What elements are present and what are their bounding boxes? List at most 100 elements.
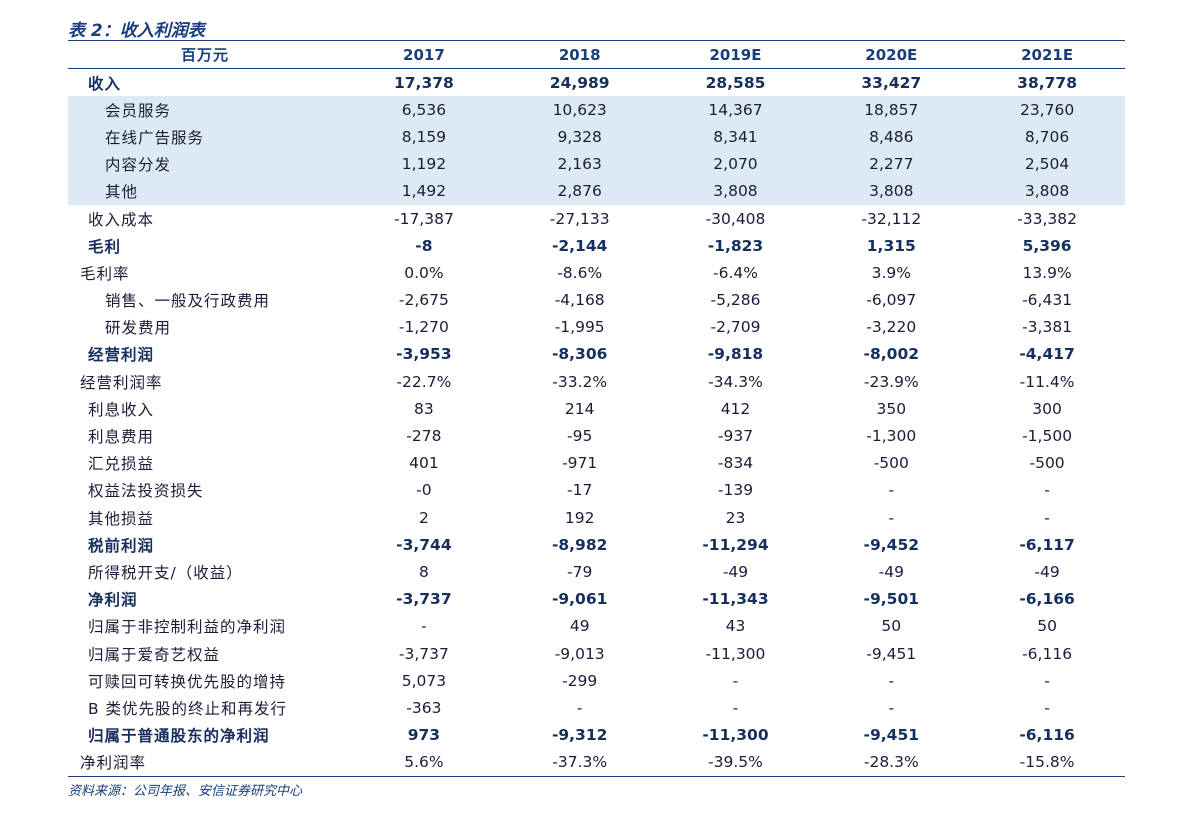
cell-value: - [1044,508,1050,527]
cell-value: -37.3% [552,753,608,772]
cell-value: -3,744 [396,535,452,554]
cell-value: 24,989 [549,73,610,92]
cell-value: - [732,671,739,690]
cell-value: 50 [1037,617,1057,636]
cell-value: -49 [1034,562,1060,581]
row-label: 汇兑损益 [88,455,155,474]
cell-value: -9,312 [551,726,608,745]
header-row: 百万元 2017 2018 2019E 2020E 2021E [68,41,1125,69]
cell-value: 5.6% [404,753,444,772]
cell-value: 2,876 [557,182,602,201]
cell-value: 83 [414,399,434,418]
cell-value: -9,061 [551,590,608,609]
cell-value: -9,818 [707,345,764,364]
cell-value: -3,220 [866,318,917,337]
cell-value: -6,117 [1019,535,1075,554]
cell-value: -9,451 [863,726,920,745]
row-label: 净利润 [88,591,138,610]
cell-value: -3,737 [398,644,449,663]
income-table: 百万元 2017 2018 2019E 2020E 2021E 收入 17,378 24,989… [68,40,1125,777]
cell-value: -6,166 [1019,590,1075,609]
cell-value: - [1044,698,1050,717]
cell-value: 973 [407,726,441,745]
cell-value: -8,982 [551,535,608,554]
header-cell: 2017 [403,45,445,64]
table-row: 经营利润 -3,953 -8,306 -9,818 -8,002 -4,417 [68,341,1125,368]
table-row: 可赎回可转换优先股的增持 5,073 -299 - - - [68,667,1125,694]
cell-value: 2,504 [1024,155,1070,174]
row-label: 内容分发 [105,156,172,175]
table-row: 毛利 -8 -2,144 -1,823 1,315 5,396 [68,232,1125,259]
cell-value: 192 [564,508,595,527]
cell-value: -6,431 [1022,291,1073,310]
row-label: 税前利润 [88,536,155,555]
cell-value: 10,623 [552,100,607,119]
cell-value: 17,378 [393,73,454,92]
table-row: 净利润率 5.6% -37.3% -39.5% -28.3% -15.8% [68,749,1125,776]
cell-value: -95 [567,427,593,446]
table-row: 其他损益 2 192 23 - - [68,504,1125,531]
cell-value: 8 [418,562,429,581]
cell-value: -23.9% [863,372,919,391]
cell-value: -2,709 [710,318,761,337]
cell-value: -4,168 [554,291,605,310]
cell-value: -1,995 [554,318,605,337]
table-row: 归属于爱奇艺权益 -3,737 -9,013 -11,300 -9,451 -6,116 [68,640,1125,667]
source-note: 资料来源：公司年报、安信证券研究中心 [68,784,303,799]
cell-value: - [1044,671,1050,690]
cell-value: 401 [409,454,439,473]
cell-value: -17 [567,481,593,500]
cell-value: 2 [418,508,429,527]
cell-value: -363 [406,698,442,717]
row-label: 利息收入 [88,400,155,419]
cell-value: -11,300 [702,726,769,745]
row-label: 其他 [105,183,139,202]
row-label: 归属于普通股东的净利润 [88,727,270,746]
row-label: 收入 [88,74,122,93]
row-label: 收入成本 [88,210,155,229]
cell-value: -27,133 [549,209,610,228]
cell-value: -500 [1029,454,1065,473]
cell-value: -1,270 [398,318,449,337]
cell-value: 1,192 [401,155,447,174]
cell-value: -34.3% [708,372,763,391]
cell-value: 9,328 [557,127,602,146]
cell-value: 8,706 [1024,127,1070,146]
cell-value: -3,953 [396,345,452,364]
cell-value: -6,116 [1022,644,1073,663]
cell-value: -17,387 [393,209,454,228]
cell-value: -49 [878,562,904,581]
cell-value: - [888,508,895,527]
row-label: 净利润率 [80,754,147,773]
cell-value: 8,159 [401,127,447,146]
header-cell: 2020E [865,45,918,64]
cell-value: -299 [562,671,598,690]
cell-value: -4,417 [1019,345,1075,364]
cell-value: -11,300 [705,644,766,663]
row-label: 利息费用 [88,428,155,447]
cell-value: 8,341 [713,127,758,146]
cell-value: 14,367 [708,100,763,119]
row-label: 销售、一般及行政费用 [105,292,271,311]
cell-value: -9,013 [554,644,605,663]
cell-value: 3,808 [713,182,758,201]
table-row: 归属于普通股东的净利润 973 -9,312 -11,300 -9,451 -6,116 [68,722,1125,749]
table-row: 在线广告服务 8,159 9,328 8,341 8,486 8,706 [68,123,1125,151]
cell-value: -6.4% [713,263,758,282]
table-row: 收入成本 -17,387 -27,133 -30,408 -32,112 -33,382 [68,205,1125,232]
cell-value: -8,002 [863,345,920,364]
cell-value: -15.8% [1019,753,1075,772]
cell-value: -0 [416,481,432,500]
row-label: 研发费用 [105,319,172,338]
cell-value: -8 [415,236,433,255]
table-row: 研发费用 -1,270 -1,995 -2,709 -3,220 -3,381 [68,314,1125,341]
cell-value: -6,097 [866,291,917,310]
cell-value: -500 [873,454,909,473]
cell-value: -139 [717,481,754,500]
cell-value: 5,073 [401,671,447,690]
cell-value: -1,500 [1022,427,1073,446]
row-label: 毛利率 [80,264,130,283]
table-row: 归属于非控制利益的净利润 - 49 43 50 50 [68,613,1125,640]
cell-value: -3,737 [396,590,452,609]
table-row: 净利润 -3,737 -9,061 -11,343 -9,501 -6,166 [68,586,1125,613]
